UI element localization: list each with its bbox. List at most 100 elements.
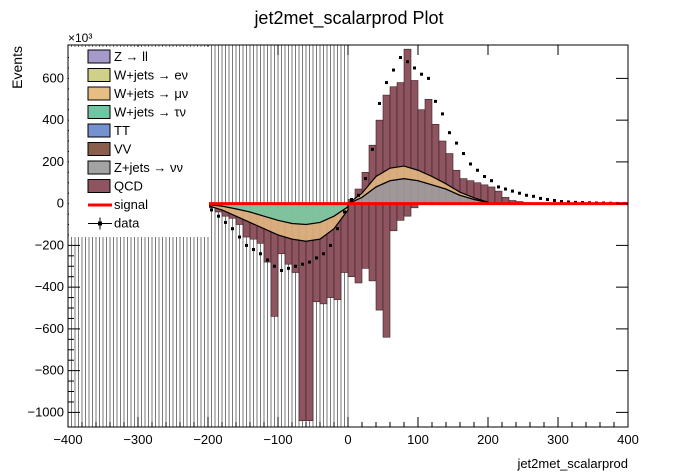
legend-swatch [87, 179, 111, 193]
x-tick-label: −300 [123, 432, 152, 447]
y-tick-label: −200 [35, 237, 64, 252]
legend-swatch [87, 123, 111, 138]
stack-series-lower [207, 203, 349, 226]
legend-item: data [88, 216, 140, 231]
data-point [483, 175, 486, 179]
qcd-bar [494, 190, 503, 204]
qcd-bar [354, 203, 363, 284]
data-point [525, 193, 528, 197]
data-point [518, 191, 521, 195]
data-point [546, 197, 549, 201]
data-point [301, 262, 304, 266]
x-tick-label: −200 [193, 432, 222, 447]
legend-label: QCD [114, 179, 143, 194]
data-point [364, 177, 367, 181]
chart-title: jet2met_scalarprod Plot [253, 8, 443, 29]
legend-item: Z → ll [87, 49, 148, 64]
legend-item: VV [87, 142, 132, 157]
data-point [385, 81, 388, 85]
legend-label: Z → ll [114, 49, 148, 64]
data-point [455, 141, 458, 145]
data-point [308, 260, 311, 264]
axes: −400 −300 −200 −100 0 100 200 300 400−1000−800−6… [27, 45, 639, 447]
legend-swatch [87, 105, 111, 119]
data-point [539, 196, 542, 200]
data-point [490, 179, 493, 183]
data-point [322, 252, 325, 256]
legend-swatch [87, 160, 111, 175]
data-point [378, 101, 381, 105]
data-point [266, 258, 269, 262]
data-point [231, 227, 234, 231]
legend-label: TT [114, 123, 130, 138]
data-point [224, 220, 227, 224]
y-multiplier: ×10³ [68, 31, 92, 45]
legend-item: TT [87, 123, 130, 138]
legend-label: data [114, 216, 140, 231]
data-point [504, 187, 507, 191]
data-point [441, 112, 444, 116]
data-point [287, 266, 290, 270]
legend-item: signal [88, 197, 148, 212]
qcd-bar [375, 203, 384, 311]
legend: Z → ll W+jets → eν W+jets → μν W+jets → τν T… [69, 47, 209, 237]
data-point [420, 72, 423, 76]
legend-marker [98, 221, 102, 226]
legend-swatch [87, 86, 111, 101]
data-point [210, 208, 213, 212]
data-point [406, 60, 409, 64]
legend-item: QCD [87, 179, 143, 194]
x-tick-label: 400 [617, 432, 639, 447]
x-tick-label: −100 [263, 432, 292, 447]
data-point [560, 200, 563, 204]
y-tick-label: −800 [35, 363, 64, 378]
x-tick-label: 100 [407, 432, 429, 447]
y-tick-label: 200 [42, 154, 64, 169]
data-point [294, 264, 297, 268]
data-point [280, 268, 283, 272]
legend-item: W+jets → τν [87, 105, 186, 120]
data-point [434, 99, 437, 103]
data-point [259, 252, 262, 256]
data-point [245, 243, 248, 247]
qcd-bar [347, 203, 356, 278]
legend-item: W+jets → μν [87, 86, 188, 101]
data-point [315, 256, 318, 260]
x-tick-label: 0 [344, 432, 351, 447]
legend-label: W+jets → eν [114, 68, 188, 83]
data-point [532, 194, 535, 198]
data-point [399, 56, 402, 60]
y-tick-label: 600 [42, 70, 64, 85]
x-axis-label: jet2met_scalarprod [516, 456, 628, 471]
data-point [462, 152, 465, 156]
qcd-bar [396, 203, 405, 221]
legend-item: W+jets → eν [87, 68, 188, 83]
data-point [329, 243, 332, 247]
y-tick-label: −600 [35, 321, 64, 336]
y-axis-label: Events [9, 46, 25, 89]
data-point [336, 227, 339, 231]
qcd-bar [382, 203, 391, 338]
data-point [476, 168, 479, 172]
x-tick-label: −400 [53, 432, 82, 447]
data-point [371, 147, 374, 151]
qcd-bar [389, 203, 398, 232]
y-tick-label: 0 [57, 196, 64, 211]
data-point [427, 76, 430, 80]
data-point [357, 193, 360, 197]
data-point [469, 162, 472, 166]
qcd-bar [403, 203, 412, 217]
data-point [497, 185, 500, 189]
data-point [343, 210, 346, 214]
data-points [210, 56, 626, 272]
legend-label: W+jets → τν [114, 105, 186, 120]
data-point [217, 214, 220, 218]
x-tick-label: 300 [547, 432, 569, 447]
y-tick-label: −1000 [27, 404, 64, 419]
data-point [511, 189, 514, 193]
data-point [252, 248, 255, 252]
data-point [567, 200, 570, 204]
data-point [553, 199, 556, 203]
data-point [238, 235, 241, 239]
